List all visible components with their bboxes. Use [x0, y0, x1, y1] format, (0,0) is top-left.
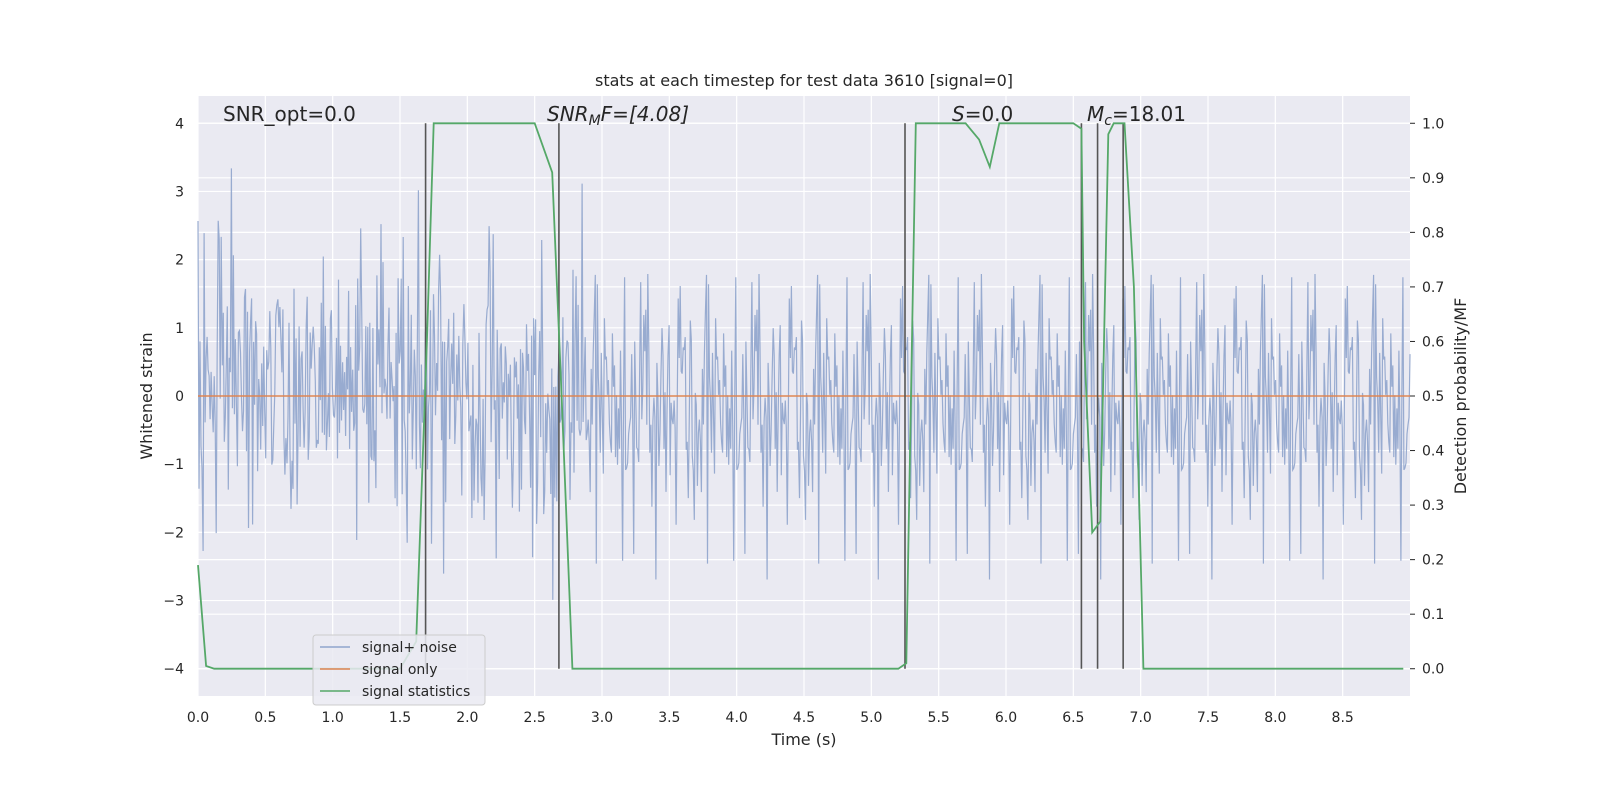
x-tick-label: 2.0 — [456, 710, 478, 726]
x-tick-label: 3.5 — [658, 710, 680, 726]
legend-label-signal-only: signal only — [362, 662, 437, 678]
x-tick-label: 5.0 — [860, 710, 882, 726]
y-right-tick-label: 0.0 — [1422, 662, 1444, 678]
vertical-markers — [424, 123, 1124, 669]
y-left-axis-label: Whitened strain — [137, 332, 156, 459]
y-right-tick-label: 1.0 — [1422, 116, 1444, 132]
annotation-s-main: S — [952, 102, 965, 126]
y-right-tick-label: 0.1 — [1422, 607, 1444, 623]
x-tick-label: 1.5 — [389, 710, 411, 726]
legend-label-signal-noise: signal+ noise — [362, 640, 457, 656]
annotation-mc: Mc=18.01 — [1087, 102, 1186, 129]
y-left-tick-label: −1 — [163, 457, 184, 473]
x-tick-label: 6.0 — [995, 710, 1017, 726]
x-tick-label: 4.5 — [793, 710, 815, 726]
y-left-tick-label: 3 — [175, 184, 184, 200]
x-tick-label: 8.0 — [1264, 710, 1286, 726]
y-left-tick-label: 1 — [175, 321, 184, 337]
x-tick-label: 3.0 — [591, 710, 613, 726]
x-tick-label: 0.0 — [187, 710, 209, 726]
x-tick-label: 7.5 — [1197, 710, 1219, 726]
x-tick-label: 2.5 — [524, 710, 546, 726]
annotation-s: S=0.0 — [952, 102, 1013, 126]
y-left-tick-label: 4 — [175, 116, 184, 132]
x-tick-label: 7.0 — [1130, 710, 1152, 726]
annotation-mc-sub: c — [1104, 113, 1112, 129]
y-right-tick-label: 0.5 — [1422, 389, 1444, 405]
x-tick-label: 8.5 — [1332, 710, 1354, 726]
series-signal-statistics — [197, 122, 1404, 670]
x-axis-label: Time (s) — [770, 730, 836, 749]
chart-title: stats at each timestep for test data 361… — [595, 71, 1013, 90]
x-tick-label: 5.5 — [928, 710, 950, 726]
x-tick-label: 6.5 — [1062, 710, 1084, 726]
legend: signal+ noise signal only signal statist… — [312, 634, 486, 706]
signal-noise-line — [197, 168, 1411, 600]
y-right-tick-label: 0.6 — [1422, 334, 1444, 350]
annotation-snr-mf-rest: F=[4.08] — [601, 102, 689, 126]
annotation-snr-opt: SNR_opt=0.0 — [223, 102, 356, 126]
y-right-tick-label: 0.8 — [1422, 225, 1444, 241]
y-right-tick-label: 0.9 — [1422, 171, 1444, 187]
x-tick-label: 0.5 — [254, 710, 276, 726]
y-left-tick-label: −4 — [163, 662, 184, 678]
annotation-snr-mf-sub: M — [589, 113, 601, 129]
y-right-tick-label: 0.7 — [1422, 280, 1444, 296]
y-right-axis-label: Detection probability/MF — [1451, 298, 1470, 495]
series-signal-noise — [197, 168, 1411, 600]
y-left-tick-label: −3 — [163, 594, 184, 610]
annotation-mc-rest: =18.01 — [1112, 102, 1186, 126]
annotation-snr-mf-main: SNR — [547, 102, 589, 126]
x-tick-label: 1.0 — [322, 710, 344, 726]
legend-label-signal-statistics: signal statistics — [362, 684, 470, 700]
y-left-tick-label: 0 — [175, 389, 184, 405]
signal-statistics-line — [197, 122, 1404, 670]
y-right-axis-ticks: 0.0 0.1 0.2 0.3 0.4 0.5 0.6 0.7 0.8 0.9 1.0 — [1410, 116, 1444, 678]
x-axis-ticks: 0.0 0.5 1.0 1.5 2.0 2.5 3.0 3.5 4.0 4.5 5.0 5.5 6.0 6… — [187, 710, 1354, 726]
annotation-mc-main: M — [1087, 102, 1104, 126]
legend-box — [312, 634, 486, 706]
annotation-s-rest: =0.0 — [965, 102, 1014, 126]
annotation-snr-mf: SNRMF=[4.08] — [547, 102, 689, 129]
y-right-tick-label: 0.4 — [1422, 444, 1444, 460]
y-left-tick-label: 2 — [175, 253, 184, 269]
y-left-tick-label: −2 — [163, 525, 184, 541]
y-right-tick-label: 0.3 — [1422, 498, 1444, 514]
y-left-axis-ticks: −4 −3 −2 −1 0 1 2 3 4 — [163, 116, 184, 677]
y-right-tick-label: 0.2 — [1422, 553, 1444, 569]
x-tick-label: 4.0 — [726, 710, 748, 726]
